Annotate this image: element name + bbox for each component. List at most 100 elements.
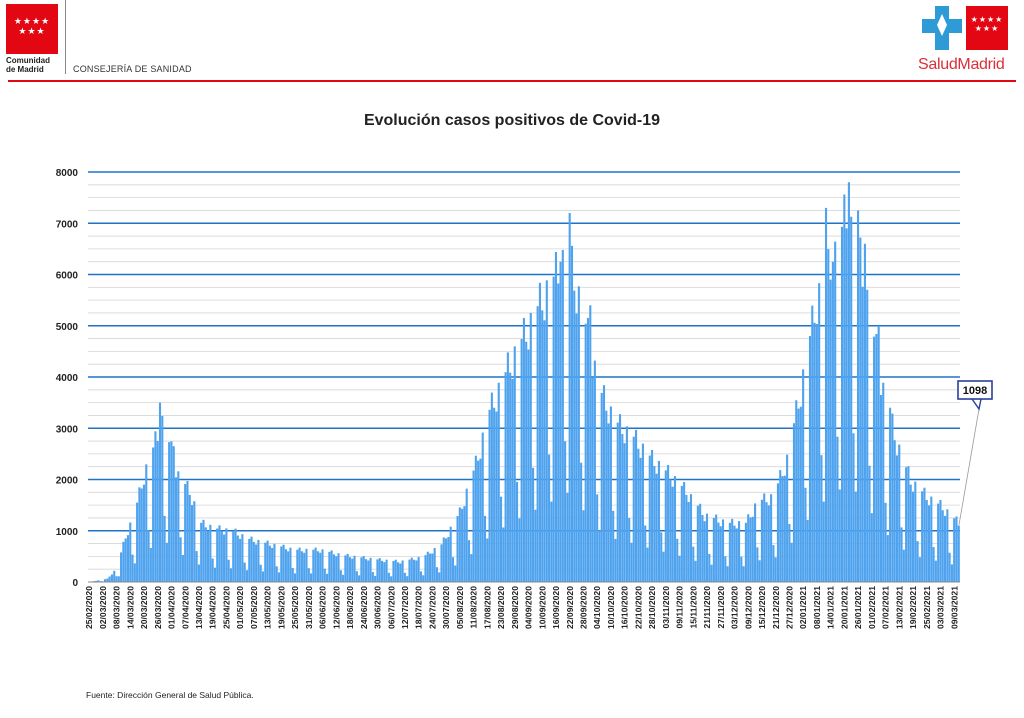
bar [754, 503, 757, 582]
bar [177, 471, 180, 582]
bar [376, 559, 379, 582]
bar [303, 552, 306, 582]
x-tick-label: 15/12/2020 [757, 586, 767, 629]
bar [163, 515, 166, 582]
bar [639, 457, 642, 582]
bar [884, 502, 887, 582]
page-header: ★★★★ ★★★ Comunidad de Madrid CONSEJERÍA D… [0, 0, 1024, 84]
bar [291, 567, 294, 582]
bar [614, 538, 617, 582]
bar [250, 536, 253, 582]
bar [550, 501, 553, 582]
bar [213, 567, 216, 582]
x-tick-label: 14/03/2020 [125, 586, 135, 629]
x-tick-label: 27/11/2020 [716, 586, 726, 629]
bar [534, 509, 537, 582]
x-tick-label: 25/02/2020 [84, 586, 94, 629]
bar [321, 549, 324, 582]
x-tick-label: 13/05/2020 [263, 586, 273, 629]
bar [532, 467, 535, 582]
bar [815, 323, 818, 582]
x-tick-label: 14/01/2021 [826, 586, 836, 629]
bar [147, 530, 150, 582]
bar [181, 555, 184, 582]
bar [824, 207, 828, 583]
bar [190, 505, 194, 582]
x-tick-label: 24/06/2020 [359, 586, 369, 629]
bar [564, 441, 567, 582]
bar [380, 560, 384, 582]
bar [818, 283, 821, 582]
bar [582, 510, 585, 582]
bar [184, 484, 187, 582]
bar [628, 518, 631, 582]
data-label-last-value: 1098 [963, 385, 987, 397]
bar [747, 514, 750, 582]
bar [751, 516, 754, 582]
bar [667, 465, 670, 582]
x-tick-label: 28/10/2020 [647, 586, 657, 629]
bar [756, 547, 759, 582]
bar [145, 464, 148, 582]
x-tick-label: 12/06/2020 [331, 586, 341, 629]
bar [204, 527, 207, 582]
x-tick-label: 21/12/2020 [771, 586, 781, 629]
bar [211, 558, 214, 582]
bar [449, 526, 452, 582]
x-tick-label: 26/03/2020 [153, 586, 163, 629]
bar [678, 555, 681, 582]
bar [326, 573, 329, 582]
bar [900, 527, 903, 582]
bar [838, 489, 841, 582]
bar [701, 515, 704, 582]
bar [293, 573, 297, 582]
bar [186, 480, 189, 582]
bar [712, 517, 715, 582]
bar [314, 547, 317, 582]
bar [955, 516, 958, 582]
x-tick-label: 02/01/2021 [798, 586, 808, 629]
bar [312, 549, 315, 582]
bar [630, 542, 633, 582]
bar [165, 542, 168, 582]
x-tick-label: 17/08/2020 [482, 586, 492, 629]
bar [474, 455, 477, 582]
bar [946, 509, 949, 582]
bar [305, 548, 308, 582]
bar [124, 538, 127, 582]
bar [607, 423, 610, 582]
bar [632, 436, 635, 582]
bar [142, 484, 146, 583]
bar [392, 560, 395, 582]
y-tick-label: 8000 [56, 168, 79, 179]
bar [914, 481, 917, 582]
bar [836, 436, 839, 582]
bar [598, 530, 601, 582]
bar [925, 500, 928, 582]
bar [591, 377, 594, 582]
x-tick-label: 16/09/2020 [551, 586, 561, 629]
bar [310, 573, 313, 582]
bar [781, 476, 784, 582]
bar [895, 455, 899, 582]
bar [703, 521, 706, 582]
bar [413, 559, 416, 582]
bar [575, 313, 578, 582]
logo-line-2: de Madrid [6, 65, 44, 74]
source-footnote: Fuente: Dirección General de Salud Públi… [86, 690, 254, 700]
bar [355, 571, 358, 582]
bar [202, 519, 205, 582]
bar [348, 557, 352, 582]
bar [875, 334, 878, 582]
x-tick-label: 08/03/2020 [112, 586, 122, 629]
bar [662, 551, 665, 582]
x-tick-label: 29/08/2020 [510, 586, 520, 629]
x-tick-label: 07/05/2020 [249, 586, 259, 629]
bar [170, 441, 173, 582]
bar [852, 433, 855, 582]
bar [660, 532, 663, 582]
bar [882, 382, 885, 582]
bar [351, 558, 354, 582]
x-tick-label: 25/02/2021 [922, 586, 932, 629]
bar [106, 578, 109, 582]
